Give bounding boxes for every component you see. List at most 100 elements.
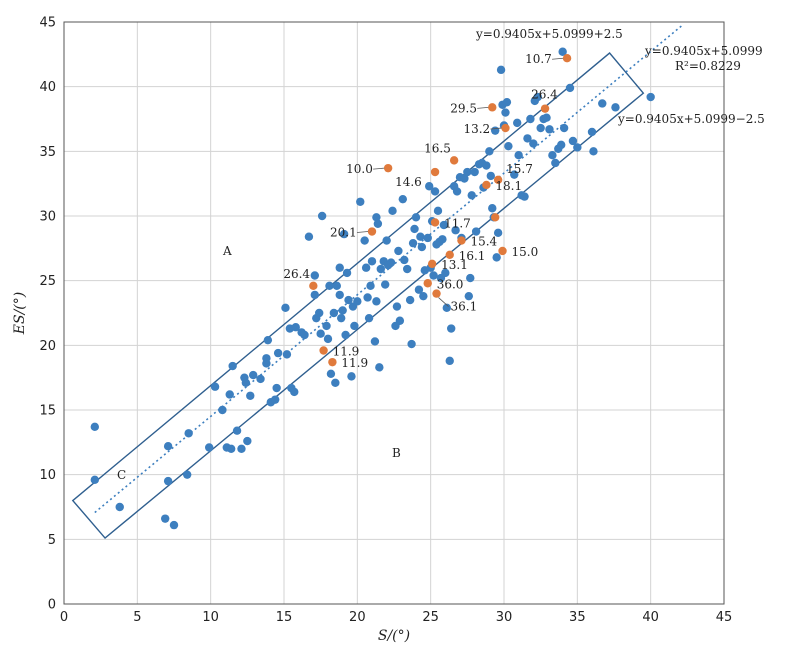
data-point bbox=[565, 83, 575, 93]
x-tick-label: 15 bbox=[276, 610, 293, 625]
data-point bbox=[416, 232, 425, 241]
point-value-label: 20.1 bbox=[330, 226, 357, 240]
data-point bbox=[163, 442, 173, 451]
data-point bbox=[376, 264, 385, 274]
y-tick-label: 45 bbox=[39, 16, 56, 31]
leader-line bbox=[373, 167, 385, 170]
equation-upper: y=0.9405x+5.0999+2.5 bbox=[475, 27, 623, 41]
data-point bbox=[425, 182, 434, 191]
data-point bbox=[218, 405, 227, 415]
region-label-c: C bbox=[117, 468, 126, 482]
data-point bbox=[419, 291, 428, 301]
data-point bbox=[183, 470, 192, 479]
data-point bbox=[360, 236, 369, 245]
data-point bbox=[510, 170, 519, 179]
data-point bbox=[350, 321, 359, 331]
point-value-label: 16.5 bbox=[424, 141, 451, 155]
data-point bbox=[367, 257, 377, 266]
data-point bbox=[329, 308, 339, 318]
data-point bbox=[372, 213, 381, 222]
data-point bbox=[445, 356, 454, 366]
data-point bbox=[442, 303, 451, 313]
data-point bbox=[256, 374, 265, 384]
data-point bbox=[430, 187, 440, 196]
data-point bbox=[335, 290, 344, 300]
data-point bbox=[210, 382, 220, 391]
data-point bbox=[533, 92, 542, 102]
data-point bbox=[423, 233, 432, 243]
data-point bbox=[411, 213, 421, 222]
data-point bbox=[447, 324, 456, 333]
outlier-point bbox=[449, 156, 459, 165]
outlier-point bbox=[427, 259, 437, 269]
data-point bbox=[529, 139, 538, 148]
point-value-label: 15.7 bbox=[506, 162, 533, 176]
data-point bbox=[439, 220, 449, 230]
x-tick-label: 0 bbox=[60, 610, 68, 625]
data-point bbox=[520, 192, 529, 201]
data-point bbox=[364, 313, 374, 323]
outlier-point bbox=[501, 123, 510, 133]
data-point bbox=[471, 227, 481, 236]
data-point bbox=[587, 127, 597, 137]
data-point bbox=[372, 297, 381, 306]
data-point bbox=[246, 391, 255, 400]
x-tick-label: 35 bbox=[569, 610, 586, 625]
r-squared-label: R²=0.8229 bbox=[675, 59, 741, 73]
data-point bbox=[410, 224, 419, 234]
data-point bbox=[249, 370, 258, 380]
outlier-point bbox=[430, 218, 440, 227]
data-point bbox=[542, 113, 551, 122]
data-point bbox=[598, 99, 607, 108]
data-point bbox=[335, 263, 344, 272]
data-point bbox=[115, 502, 124, 512]
data-point bbox=[523, 134, 532, 143]
data-point bbox=[366, 281, 375, 291]
data-point bbox=[243, 436, 252, 446]
data-point bbox=[488, 204, 497, 213]
data-point bbox=[341, 330, 350, 340]
data-point bbox=[589, 147, 598, 156]
outlier-point bbox=[367, 227, 377, 236]
data-point bbox=[429, 271, 438, 280]
data-point bbox=[331, 378, 340, 388]
leader-line bbox=[438, 297, 449, 307]
data-point bbox=[361, 263, 371, 272]
data-point bbox=[310, 271, 319, 280]
data-point bbox=[271, 395, 280, 404]
data-point bbox=[227, 444, 236, 453]
outlier-point bbox=[309, 281, 318, 291]
region-label-a: A bbox=[222, 244, 232, 258]
data-point bbox=[438, 235, 447, 244]
y-tick-label: 30 bbox=[39, 210, 56, 225]
outlier-point bbox=[482, 180, 491, 190]
data-point bbox=[184, 429, 193, 438]
data-point bbox=[482, 161, 491, 170]
data-point bbox=[486, 171, 495, 181]
data-point bbox=[310, 290, 319, 300]
data-point bbox=[526, 114, 535, 124]
data-point bbox=[646, 92, 655, 102]
data-point bbox=[514, 151, 523, 160]
data-point bbox=[262, 354, 271, 363]
y-tick-label: 15 bbox=[39, 404, 56, 419]
data-point bbox=[405, 295, 415, 305]
point-value-label: 13.2 bbox=[463, 122, 490, 136]
x-tick-label: 40 bbox=[642, 610, 659, 625]
equation-center: y=0.9405x+5.0999 bbox=[644, 44, 763, 58]
y-tick-label: 10 bbox=[39, 468, 56, 483]
data-point bbox=[492, 253, 501, 262]
data-point bbox=[169, 520, 179, 530]
data-point bbox=[273, 348, 283, 358]
y-tick-label: 20 bbox=[39, 339, 56, 354]
data-point bbox=[460, 174, 469, 183]
outlier-point bbox=[432, 289, 441, 298]
outlier-point bbox=[488, 103, 497, 112]
leader-line bbox=[356, 231, 369, 233]
data-point bbox=[502, 97, 512, 107]
point-value-label: 15.0 bbox=[512, 245, 539, 259]
data-point bbox=[339, 229, 349, 239]
data-point bbox=[496, 65, 506, 75]
data-point bbox=[558, 47, 567, 56]
data-point bbox=[381, 280, 390, 289]
